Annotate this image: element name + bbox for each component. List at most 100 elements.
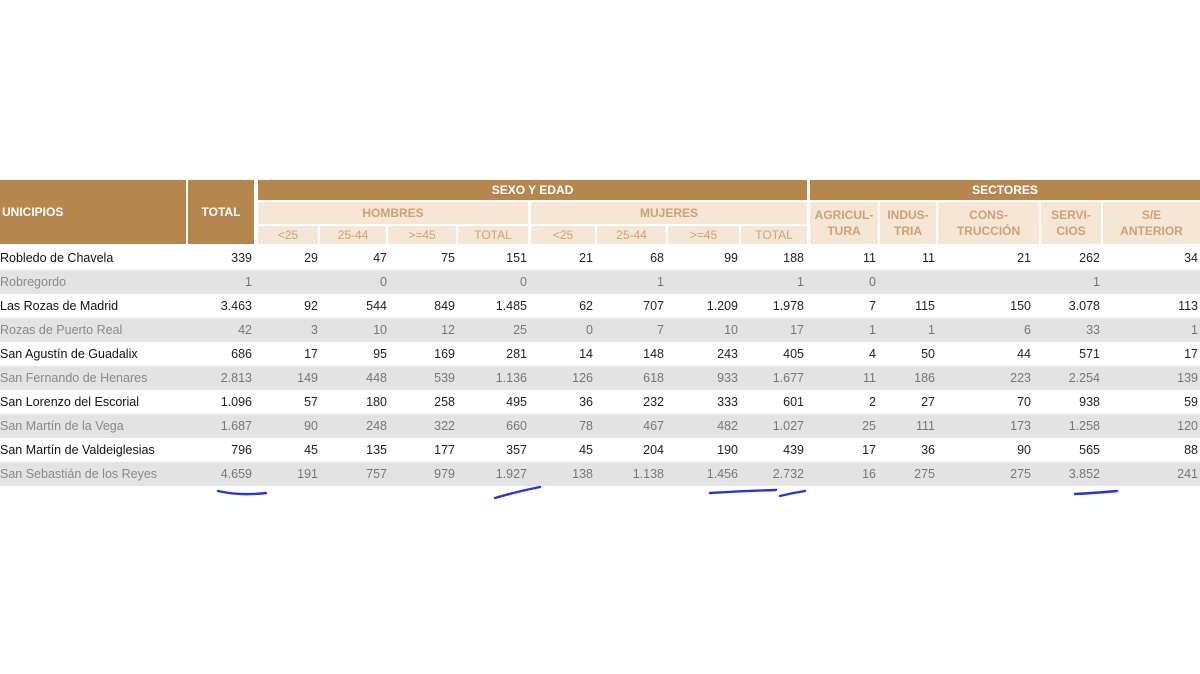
hombres-cell: 979 [434, 467, 455, 481]
mujeres-cell: 14 [579, 347, 593, 361]
table-row: San Sebastián de los Reyes 4.659 191 757 979… [0, 462, 1200, 486]
table-row: San Lorenzo del Escorial 1.096 57 180 258 495… [0, 390, 1200, 414]
total-cell: 1.096 [220, 395, 252, 409]
mujeres-cell: 148 [643, 347, 664, 361]
mujeres-cell: 1 [657, 275, 664, 289]
sector-cell: 44 [1017, 347, 1031, 361]
table-row: San Martín de Valdeiglesias 796 45 135 177 35… [0, 438, 1200, 462]
mujeres-cell: 0 [586, 323, 593, 337]
sector-cell: 16 [862, 467, 876, 481]
municipio-name: Robledo de Chavela [0, 251, 114, 265]
mujeres-age-header: TOTAL [741, 226, 807, 244]
total-cell: 42 [238, 323, 252, 337]
sector-header: S/E ANTERIOR [1103, 202, 1200, 244]
table-row: San Agustín de Guadalix 686 17 95 169 281 14 14… [0, 342, 1200, 366]
mujeres-cell: 1 [797, 275, 804, 289]
mujeres-cell: 188 [783, 251, 804, 265]
hombres-cell: 57 [304, 395, 318, 409]
hombres-cell: 47 [373, 251, 387, 265]
sector-cell: 11 [863, 371, 876, 385]
total-header: TOTAL [188, 180, 254, 244]
hombres-age-header: TOTAL [458, 226, 528, 244]
hombres-cell: 90 [304, 419, 318, 433]
sector-cell: 25 [862, 419, 876, 433]
sector-cell: 120 [1177, 419, 1198, 433]
sector-cell: 11 [922, 251, 935, 265]
table-row: San Fernando de Henares 2.813 149 448 539 1.1… [0, 366, 1200, 390]
mujeres-cell: 1.978 [772, 299, 804, 313]
hombres-cell: 544 [366, 299, 387, 313]
mujeres-cell: 243 [717, 347, 738, 361]
mujeres-cell: 190 [717, 443, 738, 457]
municipios-header: UNICIPIOS [0, 180, 186, 244]
sector-cell: 3.078 [1068, 299, 1100, 313]
sector-cell: 50 [921, 347, 935, 361]
sector-cell: 139 [1177, 371, 1198, 385]
hombres-cell: 1.136 [495, 371, 527, 385]
hombres-cell: 757 [366, 467, 387, 481]
sexo-edad-header: SEXO Y EDAD [258, 180, 807, 200]
municipio-name: Las Rozas de Madrid [0, 299, 119, 313]
hombres-cell: 92 [304, 299, 318, 313]
hombres-cell: 149 [297, 371, 318, 385]
sector-cell: 2.254 [1068, 371, 1100, 385]
sector-cell: 1 [1093, 275, 1100, 289]
sector-cell: 59 [1184, 395, 1198, 409]
municipio-name: Robregordo [0, 275, 67, 289]
mujeres-cell: 99 [724, 251, 738, 265]
sector-cell: 6 [1024, 323, 1031, 337]
sector-cell: 4 [869, 347, 876, 361]
sector-cell: 275 [914, 467, 935, 481]
sector-cell: 36 [921, 443, 935, 457]
mujeres-cell: 204 [643, 443, 664, 457]
mujeres-cell: 17 [790, 323, 804, 337]
sector-header: INDUS- TRIA [880, 202, 936, 244]
hombres-age-header: >=45 [388, 226, 456, 244]
sector-cell: 938 [1079, 395, 1100, 409]
hombres-age-header: <25 [258, 226, 318, 244]
hombres-cell: 448 [366, 371, 387, 385]
mujeres-cell: 439 [783, 443, 804, 457]
hombres-cell: 495 [506, 395, 527, 409]
mujeres-cell: 78 [579, 419, 593, 433]
sector-cell: 275 [1010, 467, 1031, 481]
sector-cell: 150 [1010, 299, 1031, 313]
mujeres-cell: 601 [783, 395, 804, 409]
total-cell: 3.463 [220, 299, 252, 313]
hombres-cell: 177 [434, 443, 455, 457]
sector-cell: 241 [1177, 467, 1198, 481]
mujeres-cell: 45 [579, 443, 593, 457]
mujeres-cell: 21 [579, 251, 593, 265]
municipio-name: San Lorenzo del Escorial [0, 395, 139, 409]
mujeres-age-header: <25 [531, 226, 595, 244]
sector-cell: 88 [1184, 443, 1198, 457]
mujeres-cell: 62 [579, 299, 593, 313]
sector-cell: 115 [915, 299, 935, 313]
hombres-cell: 3 [311, 323, 318, 337]
mujeres-cell: 36 [579, 395, 593, 409]
mujeres-cell: 405 [783, 347, 804, 361]
sector-cell: 113 [1178, 299, 1198, 313]
mujeres-cell: 68 [650, 251, 664, 265]
hombres-cell: 357 [506, 443, 527, 457]
sector-cell: 27 [921, 395, 935, 409]
hombres-cell: 135 [366, 443, 387, 457]
municipio-name: Rozas de Puerto Real [0, 323, 123, 337]
municipio-name: San Sebastián de los Reyes [0, 467, 158, 481]
sector-cell: 1 [869, 323, 876, 337]
sector-cell: 17 [862, 443, 876, 457]
total-cell: 1 [245, 275, 252, 289]
total-cell: 1.687 [220, 419, 252, 433]
hombres-cell: 12 [441, 323, 455, 337]
hombres-cell: 258 [434, 395, 455, 409]
mujeres-cell: 138 [572, 467, 593, 481]
mujeres-cell: 933 [717, 371, 738, 385]
mujeres-cell: 126 [572, 371, 593, 385]
mujeres-cell: 1.138 [632, 467, 664, 481]
table-row: Robregordo 1 0 0 1 1 0 1 [0, 270, 1200, 294]
hombres-cell: 75 [441, 251, 455, 265]
table-row: San Martín de la Vega 1.687 90 248 322 660 78 4… [0, 414, 1200, 438]
hombres-cell: 322 [434, 419, 455, 433]
sector-cell: 1 [928, 323, 935, 337]
